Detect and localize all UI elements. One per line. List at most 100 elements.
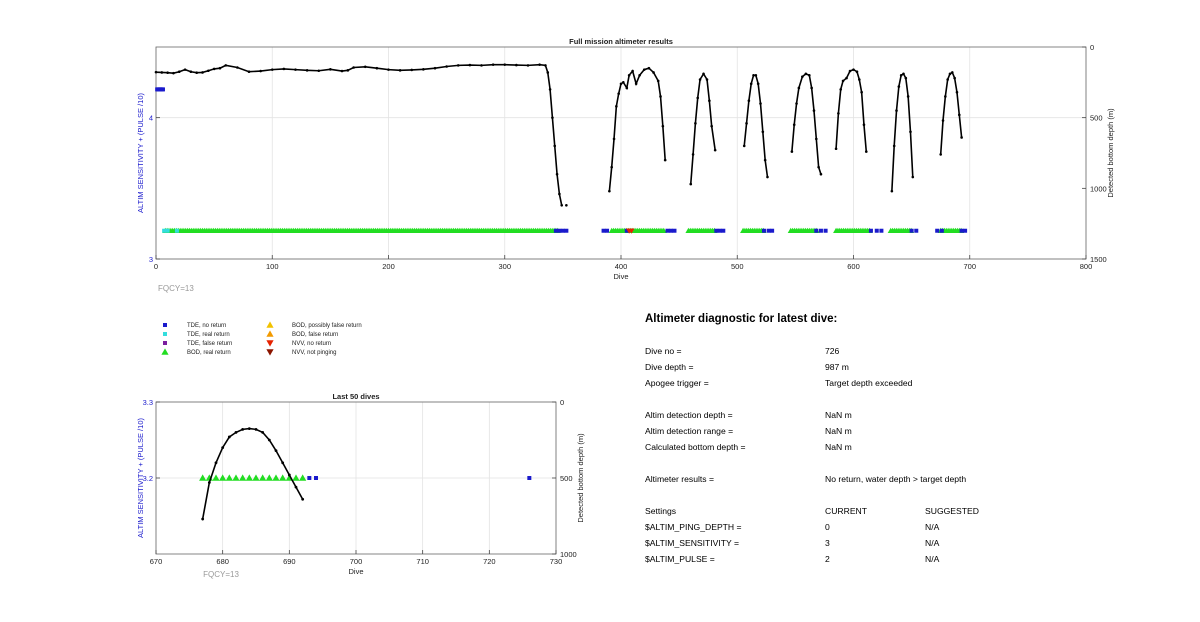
bottom-depth-point bbox=[752, 73, 755, 77]
frequency-footer: FQCY=13 bbox=[158, 284, 194, 293]
legend-marker bbox=[163, 332, 167, 336]
bottom-depth-point bbox=[212, 67, 216, 71]
tde-no-return-point bbox=[557, 228, 562, 233]
bottom-depth-point bbox=[317, 69, 321, 73]
bottom-depth-point bbox=[456, 64, 460, 67]
bottom-depth-point bbox=[939, 153, 942, 156]
bottom-depth-point bbox=[810, 86, 813, 90]
ping-depth-label: $ALTIM_PING_DEPTH = bbox=[645, 522, 742, 532]
legend-label: BOD, possibly false return bbox=[292, 323, 362, 329]
x-tick-label: 670 bbox=[150, 557, 163, 566]
tde-real-return-point bbox=[174, 228, 179, 233]
y-right-axis-label: Detected bottom depth (m) bbox=[1106, 108, 1115, 198]
x-axis-label: Dive bbox=[348, 567, 363, 576]
bottom-depth-point bbox=[189, 70, 193, 74]
bottom-depth-point bbox=[172, 71, 175, 75]
bottom-depth-point bbox=[756, 82, 760, 86]
sensitivity-suggested: N/A bbox=[925, 538, 940, 548]
bottom-depth-point bbox=[224, 64, 228, 67]
y-left-tick-label: 3.3 bbox=[143, 398, 153, 407]
bod-real-return-point bbox=[299, 474, 307, 481]
bottom-depth-point bbox=[247, 70, 251, 74]
tde-no-return-point bbox=[814, 228, 819, 233]
bottom-depth-point bbox=[708, 99, 711, 103]
bottom-depth-point bbox=[218, 66, 222, 70]
tde-no-return-point bbox=[717, 228, 722, 233]
tde-no-return-point bbox=[766, 228, 771, 233]
legend-marker bbox=[266, 321, 274, 328]
bottom-depth-point bbox=[689, 182, 693, 186]
bottom-depth-point bbox=[638, 73, 641, 77]
bod-real-return-point bbox=[212, 474, 220, 481]
tde-no-return-point bbox=[714, 228, 719, 233]
bottom-depth-point bbox=[848, 69, 852, 73]
bottom-depth-point bbox=[241, 427, 245, 431]
bottom-depth-point bbox=[160, 71, 164, 74]
row-pulse: $ALTIM_PULSE = 2 N/A bbox=[645, 551, 1165, 567]
bottom-depth-point bbox=[892, 144, 896, 148]
bottom-depth-point bbox=[815, 137, 818, 141]
tde-no-return-point bbox=[914, 228, 919, 233]
x-tick-label: 730 bbox=[550, 557, 563, 566]
tde-real-return-point bbox=[162, 228, 167, 233]
bottom-depth-point bbox=[951, 71, 954, 74]
tde-no-return-point bbox=[560, 228, 565, 233]
bottom-depth-point bbox=[897, 85, 901, 88]
bottom-depth-point bbox=[766, 175, 769, 179]
bottom-depth-point bbox=[845, 76, 848, 80]
bottom-depth-point bbox=[254, 427, 258, 431]
bottom-depth-point bbox=[195, 71, 198, 75]
bottom-depth-point bbox=[710, 124, 713, 128]
bottom-depth-point bbox=[154, 70, 158, 74]
tde-no-return-point bbox=[721, 228, 726, 233]
bottom-depth-point bbox=[627, 73, 631, 77]
bottom-depth-point bbox=[555, 172, 559, 176]
bottom-depth-point bbox=[615, 105, 618, 108]
bottom-depth-point bbox=[960, 136, 963, 139]
bottom-depth-point bbox=[763, 158, 767, 162]
spacer bbox=[645, 487, 1165, 503]
x-tick-label: 720 bbox=[483, 557, 496, 566]
diagnostic-panel: Altimeter diagnostic for latest dive: Di… bbox=[645, 313, 1165, 567]
legend-label: NVV, no return bbox=[292, 341, 331, 347]
bottom-depth-point bbox=[909, 130, 912, 134]
bottom-depth-point bbox=[855, 70, 859, 74]
ping-depth-suggested: N/A bbox=[925, 522, 940, 532]
nvv-no-return-point bbox=[628, 228, 635, 234]
bottom-depth-point bbox=[747, 99, 751, 103]
bottom-depth-point bbox=[503, 63, 507, 66]
bottom-depth-point bbox=[274, 449, 278, 453]
bod-real-return-point bbox=[219, 474, 227, 481]
bottom-depth-point bbox=[862, 123, 866, 127]
x-tick-label: 600 bbox=[847, 262, 860, 271]
tde-no-return-point bbox=[963, 228, 968, 233]
bottom-depth-point bbox=[839, 88, 843, 91]
bottom-depth-point bbox=[398, 69, 402, 72]
frequency-footer: FQCY=13 bbox=[203, 570, 239, 579]
x-tick-label: 710 bbox=[416, 557, 429, 566]
bottom-depth-point bbox=[953, 76, 956, 80]
y-left-axis-label: ALTIM SENSITIVITY + (PULSE /10) bbox=[136, 93, 145, 213]
bottom-depth-point bbox=[702, 72, 705, 76]
bottom-depth-value: NaN m bbox=[825, 442, 852, 452]
bottom-depth-point bbox=[754, 73, 758, 77]
bottom-depth-point bbox=[234, 431, 238, 434]
legend-label: NVV, not pinging bbox=[292, 350, 336, 356]
bod-real-return-point bbox=[199, 474, 207, 481]
bottom-depth-point bbox=[548, 88, 552, 91]
bod-real-return-point bbox=[660, 227, 667, 233]
bottom-depth-point bbox=[895, 109, 898, 112]
bottom-depth-point bbox=[948, 72, 952, 76]
bottom-depth-point bbox=[281, 461, 285, 465]
bottom-depth-point bbox=[804, 72, 808, 76]
bottom-depth-point bbox=[294, 485, 298, 489]
bottom-depth-point bbox=[691, 153, 695, 156]
bottom-depth-point bbox=[608, 189, 611, 193]
bod-real-return-point bbox=[279, 474, 287, 481]
bottom-depth-line bbox=[939, 71, 963, 155]
tde-no-return-point bbox=[868, 228, 873, 233]
y-right-tick-label: 0 bbox=[1090, 43, 1094, 52]
bottom-depth-point bbox=[183, 68, 187, 71]
bottom-depth-point bbox=[433, 66, 437, 70]
y-left-tick-label: 3 bbox=[149, 255, 153, 264]
